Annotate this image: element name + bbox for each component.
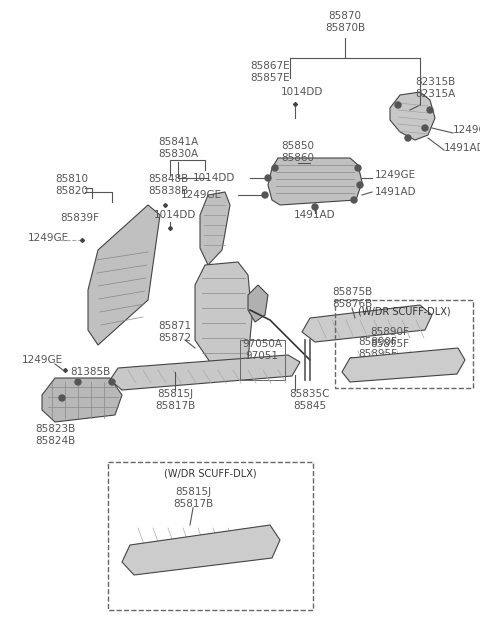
- Circle shape: [395, 102, 401, 108]
- Polygon shape: [42, 378, 122, 422]
- Polygon shape: [248, 285, 268, 322]
- Circle shape: [405, 135, 411, 141]
- Circle shape: [422, 125, 428, 131]
- Polygon shape: [390, 92, 435, 140]
- Text: 85890F
85895F: 85890F 85895F: [359, 337, 397, 359]
- Text: 1249GE: 1249GE: [27, 233, 69, 243]
- Circle shape: [427, 107, 433, 113]
- Circle shape: [109, 379, 115, 385]
- Text: 85810
85820: 85810 85820: [56, 174, 88, 196]
- Circle shape: [355, 165, 361, 171]
- Text: 85871
85872: 85871 85872: [158, 321, 192, 343]
- Polygon shape: [200, 192, 230, 265]
- Text: 85839F: 85839F: [60, 213, 99, 223]
- Text: 81385B: 81385B: [70, 367, 110, 377]
- Text: 1491AD: 1491AD: [294, 210, 336, 220]
- Text: 1491AD: 1491AD: [375, 187, 417, 197]
- Text: 85815J
85817B: 85815J 85817B: [173, 487, 213, 509]
- Circle shape: [351, 197, 357, 203]
- Text: 97050A
97051: 97050A 97051: [242, 339, 282, 361]
- Text: 85823B
85824B: 85823B 85824B: [35, 424, 75, 446]
- Text: 85815J
85817B: 85815J 85817B: [155, 389, 195, 412]
- Text: 1249GE: 1249GE: [181, 190, 222, 200]
- Circle shape: [312, 204, 318, 210]
- Text: 85848B
85838B: 85848B 85838B: [148, 174, 188, 196]
- Text: 1014DD: 1014DD: [192, 173, 235, 183]
- Text: 97990A
97980A: 97990A 97980A: [348, 357, 388, 379]
- Text: 1014DD: 1014DD: [281, 87, 323, 97]
- Polygon shape: [122, 525, 280, 575]
- Bar: [335, 300, 473, 388]
- Polygon shape: [110, 355, 300, 390]
- Polygon shape: [195, 262, 252, 375]
- Text: 85870
85870B: 85870 85870B: [325, 11, 365, 33]
- Polygon shape: [302, 305, 432, 342]
- Text: (W/DR SCUFF-DLX): (W/DR SCUFF-DLX): [164, 469, 256, 479]
- Polygon shape: [268, 158, 362, 205]
- Circle shape: [272, 165, 278, 171]
- Text: 1014DD: 1014DD: [154, 210, 196, 220]
- Bar: [108, 462, 313, 610]
- Text: 1249GE: 1249GE: [453, 125, 480, 135]
- Polygon shape: [88, 205, 160, 345]
- Circle shape: [75, 379, 81, 385]
- Circle shape: [59, 395, 65, 401]
- Text: 85867E
85857E: 85867E 85857E: [250, 61, 290, 83]
- Circle shape: [262, 192, 268, 198]
- Text: 1249GE: 1249GE: [22, 355, 62, 365]
- Circle shape: [357, 182, 363, 188]
- Text: 1249GE: 1249GE: [375, 170, 416, 180]
- Text: 1491AD: 1491AD: [444, 143, 480, 153]
- Text: 85850
85860: 85850 85860: [281, 141, 314, 163]
- Text: 85875B
85876B: 85875B 85876B: [332, 287, 372, 309]
- Polygon shape: [342, 348, 465, 382]
- Circle shape: [265, 175, 271, 181]
- Text: 85835C
85845: 85835C 85845: [290, 389, 330, 412]
- Text: (W/DR SCUFF-DLX): (W/DR SCUFF-DLX): [358, 307, 450, 317]
- Text: 82315B
82315A: 82315B 82315A: [415, 77, 455, 99]
- Text: 85841A
85830A: 85841A 85830A: [158, 137, 198, 159]
- Text: 85890F
85895F: 85890F 85895F: [371, 327, 409, 349]
